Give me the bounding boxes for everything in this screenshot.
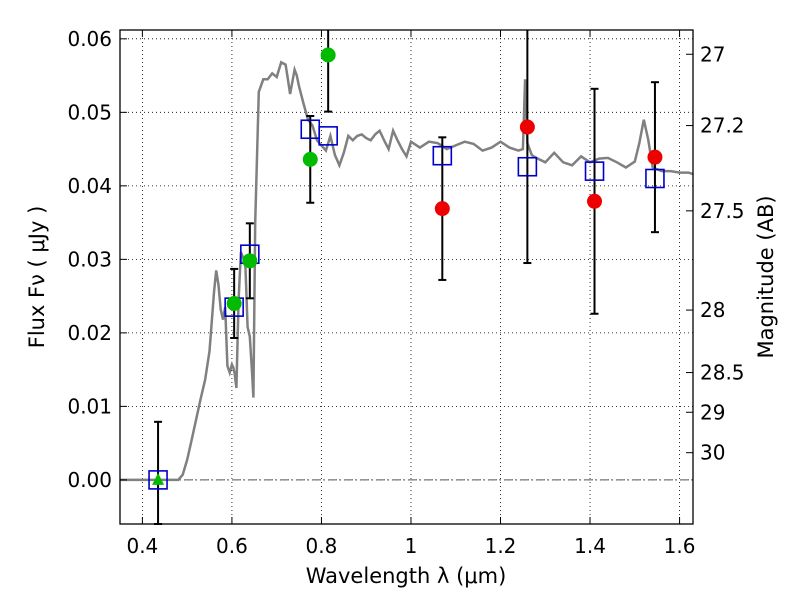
plot-frame <box>119 29 694 525</box>
y-tick-label-3: 0.03 <box>67 247 112 271</box>
model-spectrum-line <box>120 60 694 482</box>
y-tick-label-6: 0.06 <box>67 27 112 51</box>
right-axis-label: Magnitude (AB) <box>754 195 778 358</box>
square-marker-7 <box>584 161 605 181</box>
x-axis-label: Wavelength λ (μm) <box>306 564 507 588</box>
model-photometry-squares <box>148 119 665 490</box>
x-tick-label-4: 1.2 <box>485 534 517 558</box>
mag-tick-label-2: 27.5 <box>700 199 745 223</box>
circle-marker-1-0 <box>226 295 242 311</box>
y-tick-labels: 0.00 0.01 0.02 0.03 0.04 0.05 0.06 <box>67 27 112 492</box>
square-marker-0 <box>148 470 168 490</box>
x-tick-label-6: 1.6 <box>664 534 696 558</box>
mag-tick-label-3: 28 <box>700 298 725 322</box>
circle-marker-2-0 <box>434 201 450 217</box>
mag-tick-label-6: 30 <box>700 441 725 465</box>
x-tick-label-3: 1 <box>405 534 418 558</box>
y-tick-label-1: 0.01 <box>67 394 112 418</box>
circle-marker-1-3 <box>320 47 336 63</box>
axis-ticks <box>120 30 693 524</box>
circle-marker-2-2 <box>587 193 603 209</box>
x-tick-labels: 0.4 0.6 0.8 1 1.2 1.4 1.6 <box>126 534 695 558</box>
square-marker-5 <box>432 145 453 166</box>
square-marker-8 <box>645 168 665 189</box>
square-marker-6 <box>517 156 538 177</box>
y-axis-label: Flux Fν ( μJy ) <box>25 206 49 349</box>
y-tick-label-4: 0.04 <box>67 174 112 198</box>
circle-marker-2-1 <box>519 119 535 135</box>
x-tick-label-5: 1.4 <box>574 534 606 558</box>
magnitude-tick-labels: 27 27.2 27.5 28 28.5 29 30 <box>700 42 745 464</box>
mag-tick-label-1: 27.2 <box>700 114 745 138</box>
mag-tick-label-0: 27 <box>700 42 725 66</box>
x-tick-label-1: 0.6 <box>216 534 248 558</box>
y-tick-label-0: 0.00 <box>67 468 112 492</box>
square-marker-4 <box>318 126 338 146</box>
x-tick-label-0: 0.4 <box>126 534 158 558</box>
circle-marker-1-2 <box>302 151 318 167</box>
mag-tick-label-4: 28.5 <box>700 361 745 385</box>
triangle-marker-0 <box>152 472 165 485</box>
circle-marker-1-1 <box>242 253 258 269</box>
y-tick-label-2: 0.02 <box>67 321 112 345</box>
mag-tick-label-5: 29 <box>700 400 725 424</box>
y-tick-label-5: 0.05 <box>67 100 112 124</box>
circle-marker-2-3 <box>647 149 663 165</box>
plot-background <box>120 30 693 524</box>
x-tick-label-2: 0.8 <box>306 534 338 558</box>
observed-points <box>152 47 663 485</box>
